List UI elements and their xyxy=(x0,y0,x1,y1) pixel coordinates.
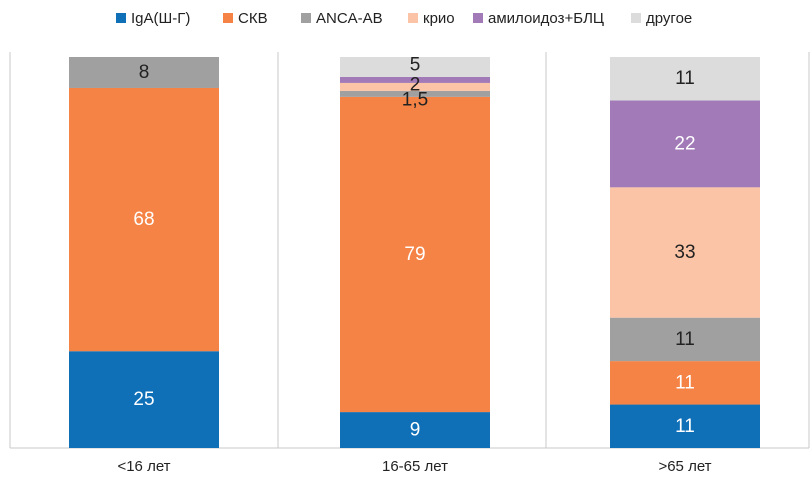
data-label-iga-ш-г: 25 xyxy=(133,389,154,410)
legend-swatch-скв xyxy=(223,13,233,23)
legend-label-скв: СКВ xyxy=(238,10,268,27)
legend-swatch-другое xyxy=(631,13,641,23)
bar-segment-anca-ав xyxy=(610,317,760,362)
legend-label-anca-ав: ANCA-АВ xyxy=(316,10,383,27)
bar-segment-anca-ав xyxy=(69,57,219,88)
bar-segment-амилоидоз-блц xyxy=(340,76,490,83)
data-label-другое: 11 xyxy=(675,68,695,89)
legend-label-амилоидоз-блц: амилоидоз+БЛЦ xyxy=(488,10,604,27)
category-label: <16 лет xyxy=(117,458,170,475)
legend-swatch-крио xyxy=(408,13,418,23)
data-label-anca-ав: 11 xyxy=(675,329,695,350)
bar-segment-iga-ш-г xyxy=(610,404,760,448)
data-label-iga-ш-г: 11 xyxy=(675,416,695,437)
bar-segment-anca-ав xyxy=(340,90,490,97)
bar-segment-крио xyxy=(610,187,760,318)
legend-label-крио: крио xyxy=(423,10,455,27)
data-label-крио: 33 xyxy=(674,242,695,263)
bar-segment-другое xyxy=(610,57,760,101)
legend-swatch-iga-ш-г xyxy=(116,13,126,23)
bar-segment-iga-ш-г xyxy=(340,412,490,448)
legend: IgA(Ш-Г) СКВ ANCA-АВ крио амилоидоз+БЛЦ друго… xyxy=(116,10,692,27)
legend-swatch-anca-ав xyxy=(301,13,311,23)
category-labels-layer: <16 лет 16-65 лет >65 лет xyxy=(117,458,711,475)
data-label-anca-ав: 1,5 xyxy=(402,89,428,110)
legend-swatch-амилоидоз-блц xyxy=(473,13,483,23)
category-label: 16-65 лет xyxy=(382,458,448,475)
bar-segment-скв xyxy=(610,361,760,405)
bar-segment-другое xyxy=(340,57,490,77)
data-label-другое: 5 xyxy=(410,54,421,75)
bar-segment-iga-ш-г xyxy=(69,351,219,448)
data-label-скв: 11 xyxy=(675,372,695,393)
legend-label-другое: другое xyxy=(646,10,692,27)
bar-segment-амилоидоз-блц xyxy=(610,100,760,188)
bar-segment-крио xyxy=(340,82,490,91)
bar-segment-скв xyxy=(340,96,490,413)
category-label: >65 лет xyxy=(658,458,711,475)
data-label-крио: 2 xyxy=(410,74,421,95)
bar-segment-скв xyxy=(69,87,219,352)
data-label-скв: 68 xyxy=(133,209,154,230)
data-label-амилоидоз-блц: 22 xyxy=(674,133,695,154)
data-label-anca-ав: 8 xyxy=(139,62,150,83)
bars-layer xyxy=(69,57,760,448)
data-label-скв: 79 xyxy=(404,244,425,265)
legend-label-iga-ш-г: IgA(Ш-Г) xyxy=(131,10,190,27)
data-label-iga-ш-г: 9 xyxy=(410,420,421,441)
